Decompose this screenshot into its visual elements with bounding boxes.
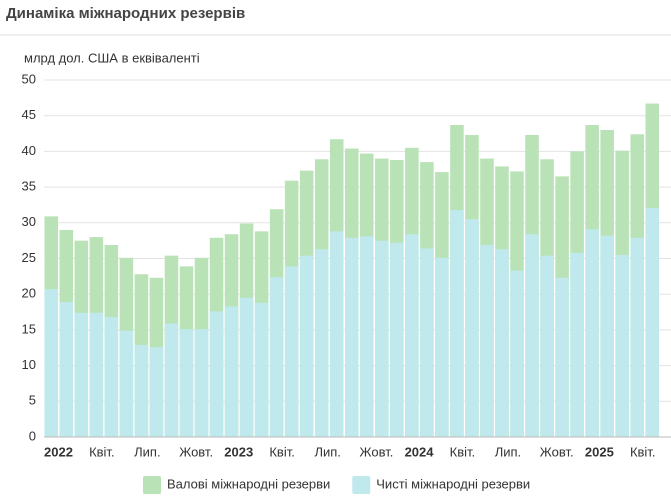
- bar: [74, 312, 89, 437]
- bar: [344, 237, 359, 437]
- bar: [495, 249, 509, 437]
- y-tick-label: 30: [22, 214, 36, 229]
- bar: [89, 312, 104, 437]
- y-tick-label: 50: [22, 71, 36, 86]
- bar: [600, 235, 614, 437]
- bar: [164, 323, 179, 437]
- x-tick-label: Жовт.: [540, 444, 574, 459]
- y-tick-label: 0: [29, 428, 36, 443]
- x-tick-label: Жовт.: [360, 444, 394, 459]
- bar: [540, 255, 554, 437]
- bar: [239, 297, 254, 437]
- bar: [254, 302, 269, 437]
- bar: [645, 207, 659, 437]
- bar: [555, 277, 569, 437]
- x-tick-label: 2025: [585, 444, 614, 459]
- y-tick-label: 40: [22, 143, 36, 158]
- x-tick-label: 2024: [405, 444, 435, 459]
- bar: [224, 306, 239, 437]
- bar: [585, 229, 599, 437]
- bar: [360, 236, 374, 437]
- bar: [405, 234, 419, 437]
- bar: [314, 249, 329, 437]
- x-tick-label: Квіт.: [89, 444, 115, 459]
- legend-label: Чисті міжнародні резерви: [376, 476, 530, 491]
- legend-swatch: [352, 476, 371, 494]
- x-tick-label: 2022: [44, 444, 73, 459]
- bar: [269, 277, 284, 437]
- y-tick-label: 15: [22, 321, 36, 336]
- x-tick-label: Лип.: [495, 444, 521, 459]
- y-tick-label: 10: [22, 357, 36, 372]
- x-tick-label: Жовт.: [179, 444, 213, 459]
- bar: [630, 237, 644, 437]
- bar: [59, 302, 74, 437]
- bar: [209, 311, 224, 437]
- bar: [329, 231, 344, 437]
- bar: [465, 219, 479, 437]
- x-tick-label: Квіт.: [630, 444, 656, 459]
- y-tick-label: 20: [22, 286, 36, 301]
- y-tick-label: 35: [22, 179, 36, 194]
- x-tick-label: Лип.: [314, 444, 340, 459]
- y-tick-label: 45: [22, 107, 36, 122]
- legend-swatch: [143, 476, 161, 494]
- bar: [284, 266, 299, 437]
- legend-label: Валові міжнародні резерви: [167, 476, 330, 491]
- x-tick-label: Квіт.: [269, 444, 295, 459]
- y-tick-label: 25: [22, 250, 36, 265]
- bar: [450, 209, 464, 437]
- chart-title: Динаміка міжнародних резервів: [6, 5, 245, 22]
- bar: [420, 248, 434, 437]
- bar: [194, 329, 209, 437]
- x-tick-label: Лип.: [134, 444, 160, 459]
- bar: [119, 330, 134, 437]
- y-tick-label: 5: [29, 393, 36, 408]
- x-tick-label: Квіт.: [450, 444, 476, 459]
- bar: [179, 329, 194, 437]
- x-tick-label: 2023: [224, 444, 253, 459]
- bar: [480, 244, 494, 437]
- bar: [44, 289, 59, 437]
- bar: [375, 240, 389, 437]
- bar: [390, 242, 404, 437]
- bar: [615, 254, 629, 437]
- bar: [104, 317, 119, 437]
- bar: [134, 344, 149, 437]
- bar: [570, 252, 584, 437]
- bar: [525, 234, 539, 437]
- bar: [510, 270, 524, 437]
- bar: [435, 257, 449, 437]
- bar: [149, 347, 164, 437]
- subtitle: млрд дол. США в еквіваленті: [24, 50, 200, 65]
- bar: [299, 255, 314, 437]
